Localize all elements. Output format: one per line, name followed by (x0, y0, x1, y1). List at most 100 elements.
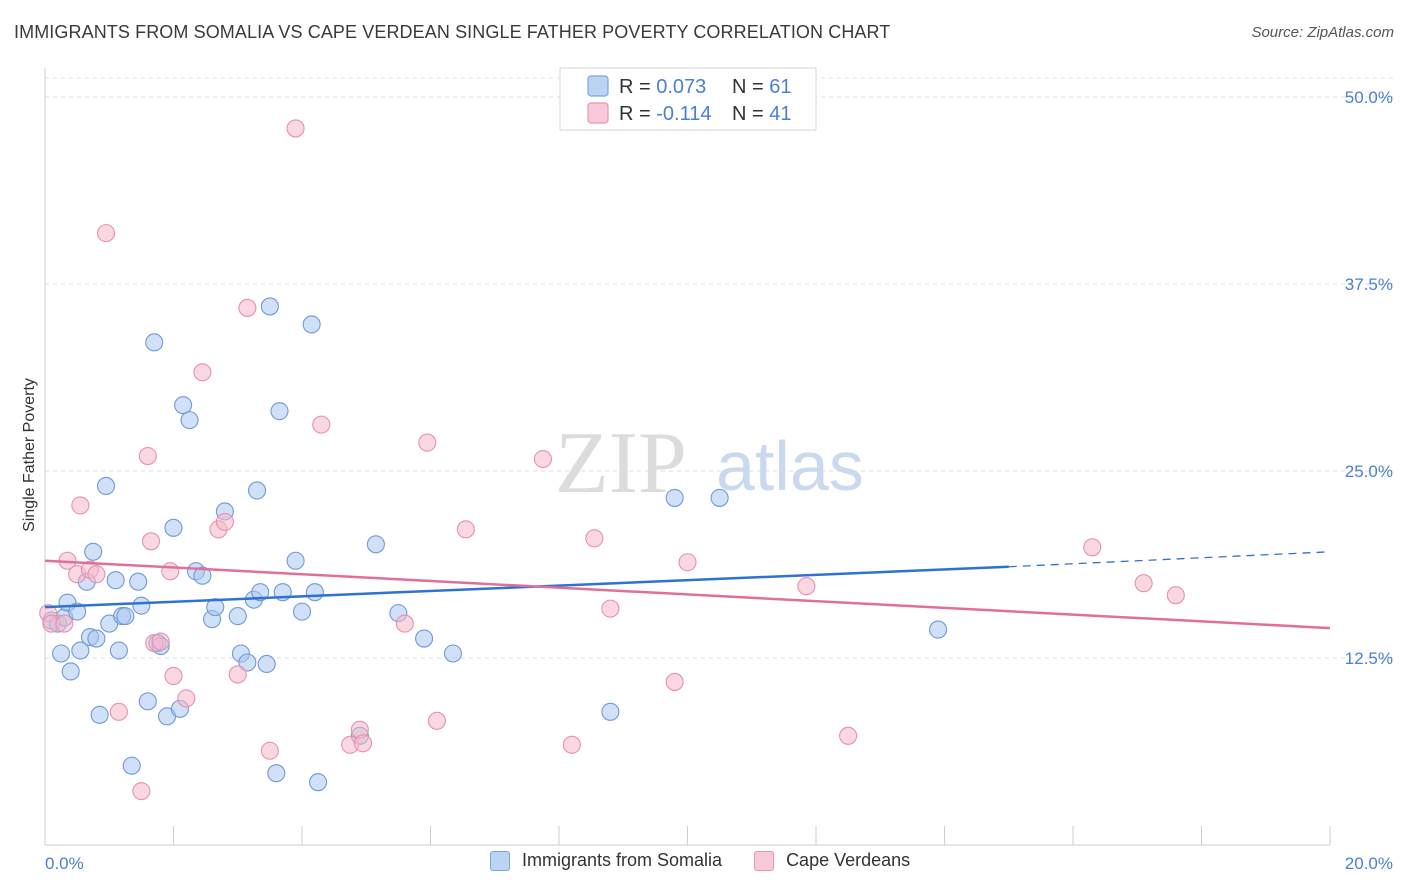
trend-lines (44, 551, 1331, 630)
point-cape-verdean (1083, 538, 1102, 557)
y-axis-label: Single Father Poverty (21, 378, 38, 532)
point-somalia (193, 566, 212, 585)
svg-text:R = -0.114: R = -0.114 (619, 103, 711, 125)
legend-item-cape-verdean[interactable]: Cape Verdeans (754, 850, 910, 871)
point-somalia (260, 297, 279, 316)
point-somalia (164, 518, 183, 537)
point-cape-verdean (427, 711, 446, 730)
legend-item-somalia[interactable]: Immigrants from Somalia (490, 850, 722, 871)
point-somalia (145, 333, 164, 352)
y-tick-label: 12.5% (1345, 649, 1393, 668)
point-cape-verdean (55, 614, 74, 633)
point-cape-verdean (678, 553, 697, 572)
point-somalia (109, 641, 128, 660)
point-cape-verdean (260, 741, 279, 760)
point-cape-verdean (1166, 586, 1185, 605)
x-tick-label-min: 0.0% (45, 854, 84, 873)
point-cape-verdean (138, 446, 157, 466)
trend-somalia-extension (1008, 551, 1331, 568)
watermark-atlas: atlas (716, 427, 864, 505)
point-somalia (267, 764, 286, 783)
point-cape-verdean (1134, 574, 1153, 593)
point-cape-verdean (456, 520, 475, 539)
axes (44, 68, 1331, 846)
point-somalia (180, 411, 199, 430)
point-cape-verdean (533, 449, 552, 469)
point-somalia (270, 402, 289, 421)
point-somalia (601, 702, 620, 721)
point-somalia (96, 476, 116, 496)
point-somalia (302, 315, 321, 334)
y-tick-label: 37.5% (1345, 275, 1393, 294)
point-cape-verdean (193, 363, 212, 382)
legend-swatch-somalia-bottom (490, 850, 510, 871)
point-somalia (129, 572, 148, 591)
point-cape-verdean (71, 496, 90, 515)
point-somalia (292, 602, 312, 621)
point-cape-verdean (228, 665, 247, 684)
point-somalia (238, 653, 257, 672)
top-legend: R = 0.073 N = 61 R = -0.114 N = 41 (559, 67, 817, 131)
point-somalia (665, 488, 684, 507)
point-somalia (443, 644, 463, 663)
trend-cape-verdean (44, 559, 1331, 630)
point-somalia (71, 641, 90, 660)
legend-label-cape-verdean: Cape Verdeans (786, 850, 911, 870)
point-somalia (710, 488, 729, 507)
legend-swatch-cape-verdean (587, 102, 609, 124)
point-somalia (206, 598, 225, 617)
point-cape-verdean (585, 529, 604, 548)
point-somalia (90, 705, 109, 724)
point-cape-verdean (839, 726, 858, 745)
legend-r-value-2: -0.114 (656, 103, 711, 125)
legend-label-somalia: Immigrants from Somalia (522, 850, 723, 870)
legend-n-value-2: 41 (769, 103, 791, 125)
svg-text:R = 0.073: R = 0.073 (619, 76, 706, 98)
point-somalia (257, 654, 276, 674)
legend-r-label-2: R = (619, 103, 656, 125)
legend-r-label-1: R = (619, 76, 656, 98)
point-somalia (52, 644, 71, 663)
x-tick-label-max: 20.0% (1345, 854, 1393, 873)
point-cape-verdean (562, 735, 581, 754)
point-cape-verdean (797, 577, 816, 596)
point-somalia (228, 607, 247, 626)
point-somalia (174, 396, 193, 415)
tick-labels: 12.5% 25.0% 37.5% 50.0% 0.0% 20.0% (45, 88, 1393, 873)
legend-n-label-2: N = (732, 103, 769, 125)
point-somalia (106, 571, 125, 590)
series-cape-verdean-points (39, 119, 1185, 801)
point-somalia (286, 551, 305, 570)
point-somalia (116, 607, 135, 626)
legend-swatch-cape-verdean-bottom (754, 850, 775, 871)
point-somalia (138, 692, 157, 711)
point-somalia (929, 620, 948, 639)
point-somalia (132, 596, 151, 615)
point-cape-verdean (132, 782, 151, 801)
point-cape-verdean (177, 689, 196, 708)
point-cape-verdean (215, 512, 234, 531)
svg-text:N = 61: N = 61 (732, 76, 792, 98)
point-somalia (366, 535, 385, 554)
point-somalia (309, 773, 328, 792)
point-somalia (122, 756, 141, 775)
point-cape-verdean (151, 632, 170, 651)
point-cape-verdean (87, 565, 106, 584)
point-cape-verdean (141, 532, 161, 551)
point-cape-verdean (665, 672, 684, 691)
y-tick-label: 25.0% (1345, 462, 1393, 481)
point-cape-verdean (353, 734, 373, 753)
point-somalia (305, 583, 324, 602)
point-somalia (68, 602, 87, 621)
legend-r-value-1: 0.073 (656, 76, 706, 98)
svg-text:N = 41: N = 41 (732, 103, 792, 125)
legend-n-label-1: N = (732, 76, 769, 98)
source-note: Source: ZipAtlas.com (1251, 24, 1394, 41)
point-cape-verdean (286, 119, 305, 138)
legend-n-value-1: 61 (769, 76, 791, 98)
point-cape-verdean (418, 433, 437, 452)
point-cape-verdean (96, 224, 116, 243)
point-somalia (61, 662, 80, 681)
chart-title: IMMIGRANTS FROM SOMALIA VS CAPE VERDEAN … (14, 22, 891, 42)
